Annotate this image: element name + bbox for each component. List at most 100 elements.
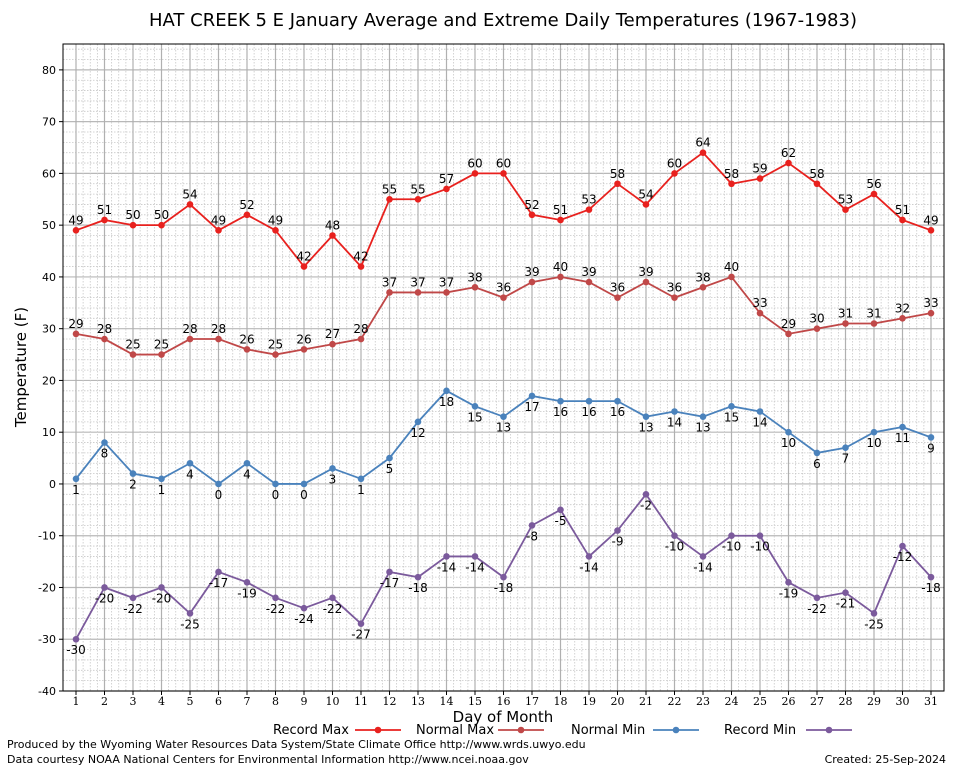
chart-title: HAT CREEK 5 E January Average and Extrem… — [149, 10, 857, 31]
data-label: 28 — [182, 322, 197, 336]
data-label: -12 — [893, 550, 913, 564]
data-label: 48 — [325, 219, 340, 233]
x-tick-label: 24 — [725, 695, 739, 708]
data-point — [215, 335, 222, 343]
data-point — [72, 330, 80, 338]
y-tick-label: -30 — [38, 633, 56, 646]
data-label: -25 — [180, 617, 200, 631]
data-label: 14 — [667, 415, 682, 429]
y-tick-label: 80 — [42, 64, 56, 77]
data-label: 51 — [895, 203, 910, 217]
data-point — [642, 491, 650, 498]
data-point — [414, 289, 422, 296]
data-label: 25 — [154, 338, 169, 352]
series-record-min: -30-20-22-20-25-17-19-22-24-22-27-17 -18-… — [66, 491, 941, 657]
x-tick-label: 30 — [896, 695, 910, 708]
data-point — [129, 221, 137, 229]
data-point — [272, 227, 279, 234]
data-label: -20 — [152, 591, 172, 605]
legend-item-record-max: Record Max — [273, 723, 401, 738]
x-tick-label: 12 — [383, 695, 397, 708]
data-point — [414, 573, 422, 581]
data-label: 38 — [467, 270, 482, 284]
data-point — [585, 278, 593, 286]
data-point — [614, 294, 621, 301]
data-label: 1 — [72, 483, 80, 497]
data-point — [471, 170, 479, 177]
y-tick-label: 10 — [42, 426, 56, 439]
data-point — [927, 309, 935, 317]
data-point — [158, 584, 165, 591]
data-label: 58 — [809, 167, 824, 181]
data-point — [842, 206, 849, 213]
data-label: -9 — [612, 535, 624, 549]
data-label: 14 — [752, 415, 767, 429]
data-label: 4 — [186, 467, 194, 481]
data-point — [357, 263, 365, 270]
data-point — [927, 573, 935, 581]
data-point — [785, 159, 792, 167]
data-point — [671, 170, 678, 177]
data-label: 8 — [101, 447, 109, 461]
data-point — [243, 346, 251, 353]
data-point — [329, 340, 336, 348]
data-label: 4 — [243, 467, 251, 481]
data-point — [557, 216, 564, 224]
data-label: 37 — [382, 275, 397, 289]
data-point — [72, 475, 80, 483]
data-label: 36 — [610, 281, 625, 295]
data-point — [557, 273, 564, 281]
data-label: 56 — [866, 177, 881, 191]
y-tick-label: 0 — [49, 478, 56, 491]
data-label: 11 — [895, 431, 910, 445]
data-label: 7 — [842, 452, 850, 466]
data-point — [500, 413, 507, 420]
data-label: -24 — [294, 612, 314, 626]
footer-created-date: Created: 25-Sep-2024 — [824, 753, 946, 766]
data-point — [500, 573, 507, 581]
x-tick-label: 31 — [924, 695, 938, 708]
data-point — [813, 449, 821, 457]
x-tick-label: 11 — [354, 695, 368, 708]
data-point — [101, 584, 108, 591]
data-point — [699, 553, 707, 560]
data-point — [756, 532, 764, 540]
data-label: 38 — [695, 270, 710, 284]
y-tick-label: 20 — [42, 374, 56, 387]
data-point — [927, 434, 935, 441]
x-tick-label: 23 — [696, 695, 710, 708]
legend-label: Normal Max — [416, 723, 494, 738]
data-label: 52 — [239, 198, 254, 212]
data-label: 49 — [268, 213, 283, 227]
y-tick-label: 70 — [42, 116, 56, 129]
data-label: 40 — [553, 260, 568, 274]
data-label: -10 — [665, 540, 685, 554]
x-axis-label: Day of Month — [453, 708, 554, 726]
data-point — [386, 568, 393, 576]
data-label: 51 — [553, 203, 568, 217]
data-point — [756, 309, 764, 317]
data-point — [699, 413, 707, 420]
data-label: 10 — [866, 436, 881, 450]
data-label: 64 — [695, 136, 710, 150]
data-label: 15 — [724, 410, 739, 424]
data-label: 25 — [268, 338, 283, 352]
data-label: 31 — [866, 307, 881, 321]
data-label: 39 — [581, 265, 596, 279]
data-point — [528, 392, 536, 400]
data-label: 25 — [125, 338, 140, 352]
x-tick-label: 18 — [554, 695, 568, 708]
data-label: -17 — [209, 576, 229, 590]
data-label: 9 — [927, 441, 935, 455]
data-label: 60 — [667, 156, 682, 170]
data-label: 0 — [300, 488, 308, 502]
data-point — [842, 320, 849, 327]
data-label: 59 — [752, 162, 767, 176]
data-point — [215, 227, 222, 234]
data-point — [614, 397, 621, 405]
data-label: 1 — [158, 483, 166, 497]
data-label: -18 — [494, 581, 514, 595]
data-point — [642, 278, 650, 286]
data-point — [329, 594, 336, 602]
y-axis-label: Temperature (F) — [12, 307, 30, 428]
